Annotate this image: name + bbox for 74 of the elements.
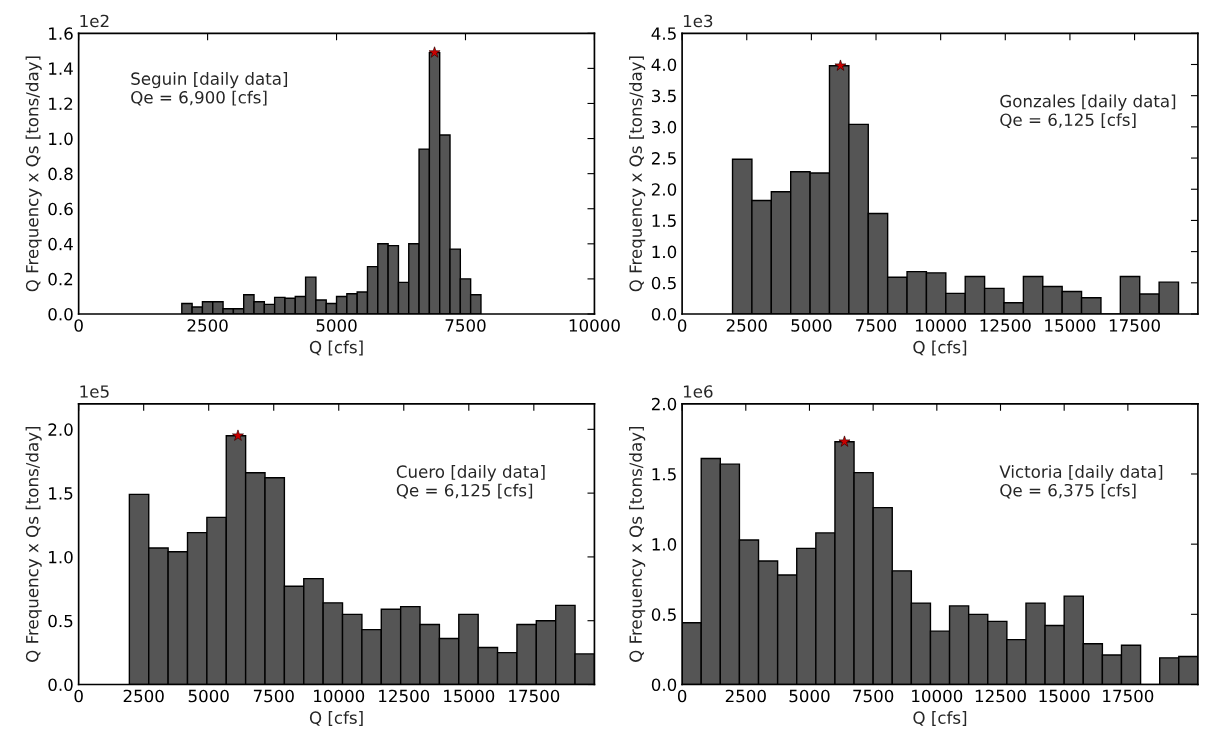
y-tick-label: 0.0 (651, 678, 677, 692)
y-tick-label: 0.5 (48, 614, 73, 628)
y-tick-label: 2.0 (651, 183, 677, 196)
y-tick-label: 0.6 (48, 202, 73, 216)
y-tick-label: 0.5 (651, 276, 676, 290)
x-tick-label: 5000 (188, 689, 229, 703)
y-tick-label: 1.5 (49, 487, 73, 500)
x-tick-label: 2500 (123, 689, 164, 703)
y-tick-label: 0.0 (651, 307, 677, 321)
y-tick-label: 2.0 (651, 397, 677, 411)
y-tick-label: 1.0 (49, 550, 73, 564)
y-axis-title: Q Frequency x Qs [tons/day] (629, 426, 646, 662)
annotation: Gonzales [daily data] Qe = 6,125 [cfs] (1000, 94, 1176, 129)
y-tick-label: 1.5 (652, 214, 676, 227)
x-tick-label: 2500 (187, 319, 228, 332)
x-tick-label: 0 (677, 319, 687, 332)
x-tick-label: 10000 (915, 319, 967, 332)
x-axis-title: Q [cfs] (309, 340, 363, 356)
x-tick-label: 5000 (316, 319, 357, 332)
y-tick-label: 0.0 (48, 678, 73, 692)
y-tick-label: 1.0 (652, 538, 677, 551)
annotation: Seguin [daily data] Qe = 6,900 [cfs] (131, 72, 288, 106)
x-tick-label: 15000 (1039, 689, 1090, 703)
x-tick-label: 12500 (980, 319, 1031, 332)
x-axis-title: Q [cfs] (309, 711, 363, 726)
x-tick-label: 0 (74, 319, 83, 332)
y-tick-label: 0.8 (48, 167, 73, 181)
x-tick-label: 7500 (856, 319, 897, 332)
x-tick-label: 0 (74, 689, 83, 703)
x-tick-label: 17500 (509, 689, 560, 703)
y-axis-title: Q Frequency x Qs [tons/day] (25, 56, 42, 292)
y-tick-label: 1.5 (652, 468, 676, 481)
y-tick-label: 3.0 (652, 120, 677, 134)
x-axis-title: Q [cfs] (913, 711, 967, 726)
x-tick-label: 7500 (853, 689, 894, 703)
y-tick-label: 0.4 (48, 237, 73, 251)
y-tick-label: 1.2 (49, 97, 73, 110)
y-tick-label: 4.0 (651, 58, 677, 72)
x-tick-label: 17500 (1109, 319, 1160, 332)
x-tick-label: 2500 (725, 689, 766, 703)
y-tick-label: 2.5 (651, 152, 676, 165)
x-axis-title: Q [cfs] (913, 340, 967, 356)
text: 1e6 (683, 385, 713, 398)
x-tick-label: 10000 (314, 689, 365, 703)
x-tick-label: 10000 (912, 689, 963, 703)
x-tick-label: 7500 (445, 319, 486, 332)
y-tick-label: 2.0 (48, 423, 73, 436)
y-tick-label: 0.0 (48, 307, 73, 321)
x-tick-label: 17500 (1103, 689, 1154, 703)
x-tick-label: 15000 (1045, 319, 1096, 332)
x-tick-label: 12500 (975, 689, 1026, 703)
y-tick-label: 3.5 (652, 89, 676, 103)
y-axis-title: Q Frequency x Qs [tons/day] (25, 426, 42, 662)
x-tick-label: 12500 (379, 689, 430, 703)
text: 1e3 (683, 14, 713, 28)
y-tick-label: 0.2 (48, 272, 73, 286)
y-tick-label: 1.6 (49, 27, 73, 40)
text: 1e5 (80, 385, 109, 398)
x-tick-label: 2500 (726, 319, 767, 332)
text: 1e2 (80, 14, 109, 28)
y-tick-label: 4.5 (651, 27, 676, 40)
x-tick-label: 5000 (791, 319, 832, 332)
x-tick-label: 7500 (253, 689, 294, 703)
annotation: Cuero [daily data] Qe = 6,125 [cfs] (396, 465, 545, 499)
y-tick-label: 1.0 (652, 245, 677, 259)
y-tick-label: 1.0 (49, 132, 73, 146)
x-tick-label: 5000 (789, 689, 830, 703)
y-tick-label: 0.5 (651, 608, 676, 621)
y-axis-title: Q Frequency x Qs [tons/day] (629, 56, 646, 292)
annotation: Victoria [daily data] Qe = 6,375 [cfs] (999, 465, 1163, 499)
y-tick-label: 1.4 (49, 62, 73, 75)
x-tick-label: 0 (677, 689, 687, 703)
x-tick-label: 15000 (444, 689, 495, 703)
x-tick-label: 10000 (569, 319, 620, 332)
